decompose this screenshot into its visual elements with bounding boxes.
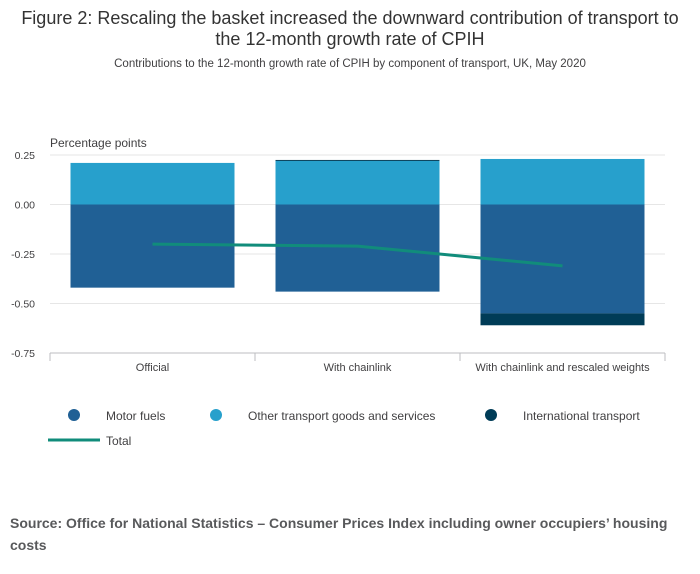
- chart: Percentage points 0.25 0.00 -0.25 -0.50 -0.75…: [11, 136, 666, 448]
- line-total: [152, 242, 563, 268]
- bar-international-transport: [275, 159, 440, 161]
- legend-label: Other transport goods and services: [248, 409, 435, 423]
- y-tick-label: 0.25: [15, 150, 36, 162]
- y-tick-label: -0.50: [11, 299, 35, 311]
- bar-other-transport-goods-and-services: [480, 158, 645, 205]
- bar-motor-fuels: [480, 204, 645, 314]
- bar-other-transport-goods-and-services: [70, 162, 235, 205]
- x-tick-label: With chainlink: [324, 362, 392, 374]
- y-axis-label: Percentage points: [50, 136, 147, 150]
- bar-motor-fuels: [275, 204, 440, 292]
- legend-marker-other-transport-goods-and-services: [210, 409, 222, 421]
- x-tick-label: With chainlink and rescaled weights: [475, 362, 650, 374]
- y-tick-label: -0.75: [11, 348, 35, 360]
- legend-label: Motor fuels: [106, 409, 165, 423]
- bar-international-transport: [480, 313, 645, 326]
- x-tick-label: Official: [136, 362, 169, 374]
- legend-label: Total: [106, 434, 131, 448]
- legend-marker-international-transport: [485, 409, 497, 421]
- source-note: Source: Office for National Statistics –…: [10, 515, 668, 553]
- chart-subtitle: Contributions to the 12-month growth rat…: [114, 58, 586, 70]
- y-tick-label: -0.25: [11, 249, 35, 261]
- y-tick-label: 0.00: [15, 200, 36, 212]
- legend-marker-motor-fuels: [68, 409, 80, 421]
- legend-label: International transport: [523, 409, 640, 423]
- bar-other-transport-goods-and-services: [275, 160, 440, 205]
- chart-title: Figure 2: Rescaling the basket increased…: [21, 8, 679, 49]
